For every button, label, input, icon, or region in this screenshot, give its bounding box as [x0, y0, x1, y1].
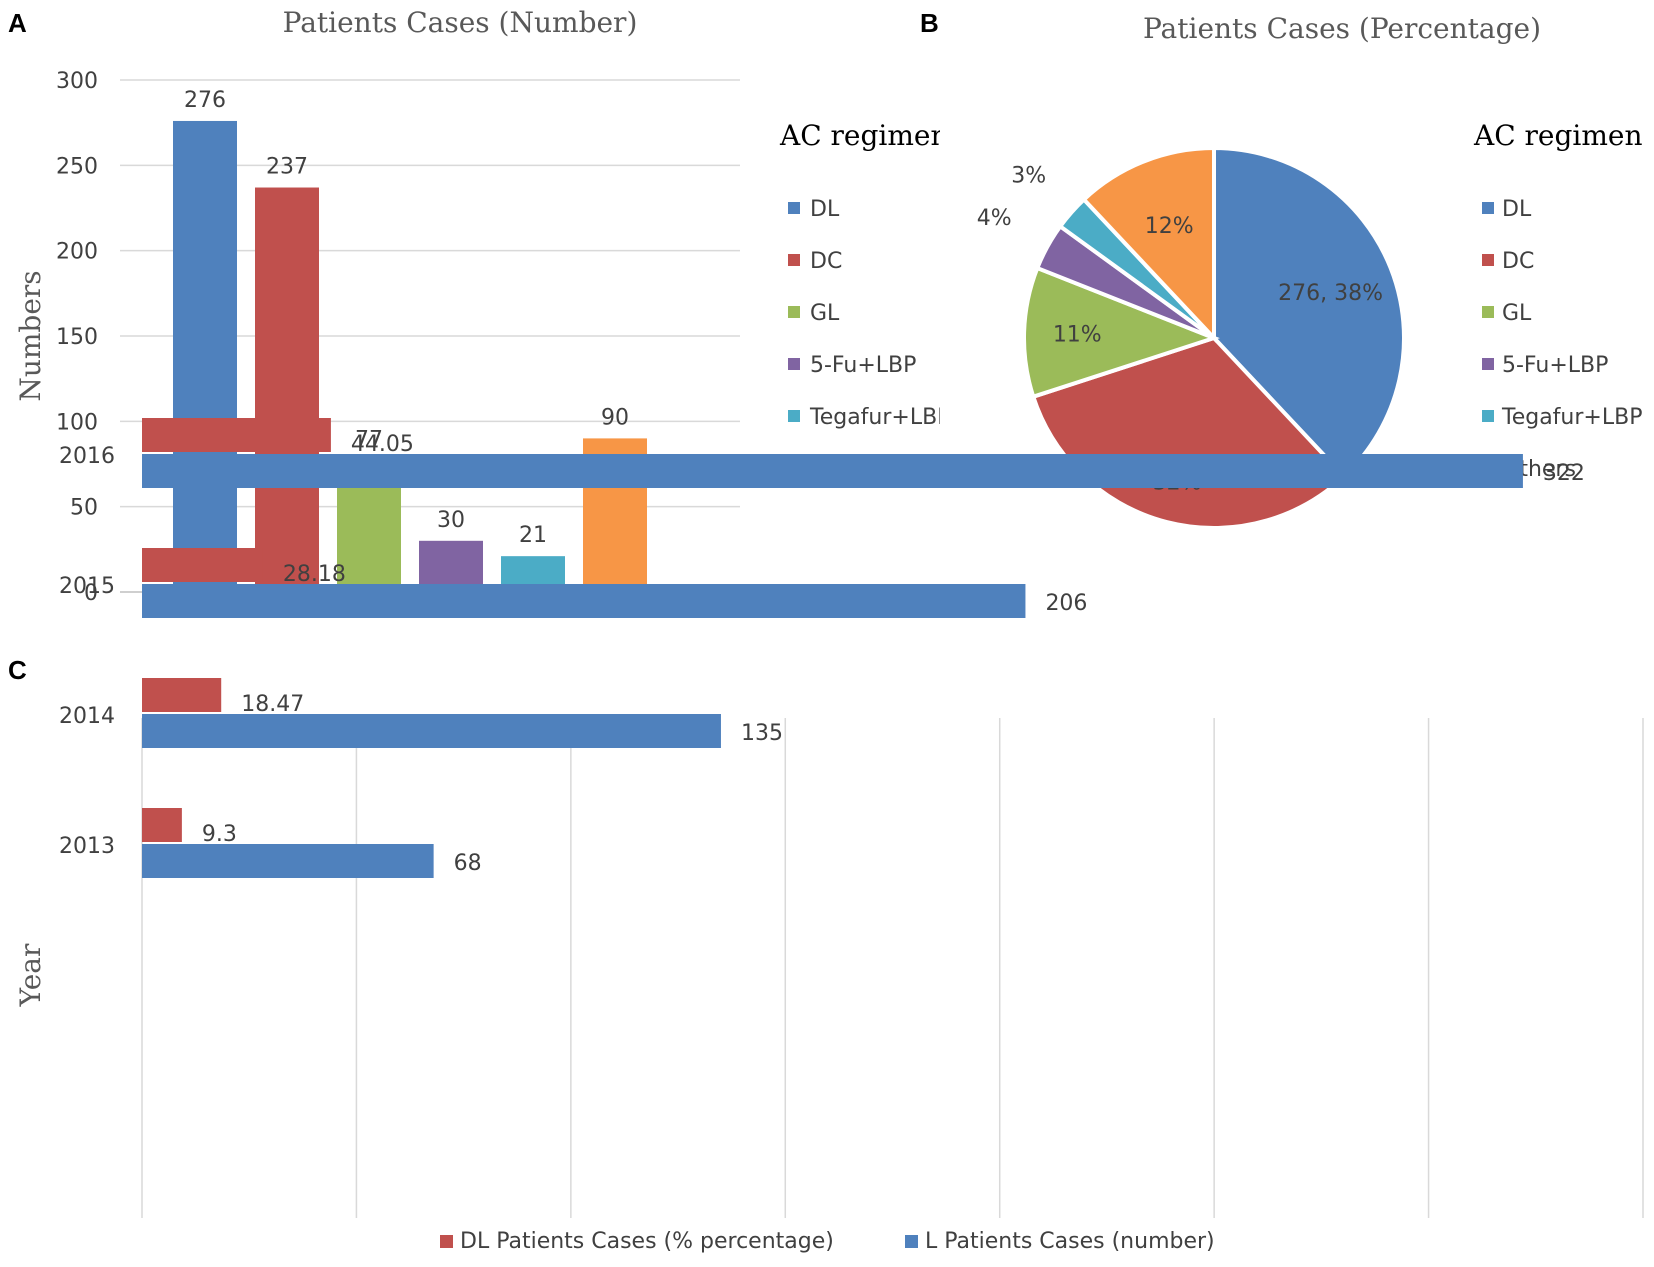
panel-label-b: B: [920, 8, 939, 38]
panel-label-a: A: [8, 8, 27, 38]
legend-swatch-tegafur-lbp: [1482, 410, 1494, 422]
bar-l-patients-cases-number-2016: [142, 454, 1523, 488]
data-label: 18.47: [241, 692, 304, 717]
slice-gl: [1022, 265, 1220, 400]
legend-label-gl: GL: [810, 301, 840, 326]
legend-swatch-dc: [788, 254, 800, 266]
pie-chart-percentage: Patients Cases (Percentage)276, 38%32%11…: [977, 12, 1643, 530]
data-label: 90: [601, 405, 629, 430]
slice-label-tegafur-lbp: 3%: [1011, 164, 1046, 189]
bar-chart-number: Patients Cases (Number) 0 50 100 150 200 250 30…: [14, 6, 940, 606]
y-tick-label: 50: [70, 496, 98, 521]
y-tick-label: 100: [56, 410, 98, 435]
legend-label-5-fu-lbp: 5-Fu+LBP: [810, 353, 916, 378]
bar-dc: [255, 187, 319, 592]
y-tick-label: 200: [56, 240, 98, 265]
legend-swatch-dl: [1482, 202, 1494, 214]
legend-label-5-fu-lbp: 5-Fu+LBP: [1502, 353, 1608, 378]
legend-swatch-dl: [788, 202, 800, 214]
legend-swatch-5-fu-lbp: [1482, 358, 1494, 370]
y-tick-label: 150: [56, 325, 98, 350]
y-tick-label: 0: [84, 581, 98, 606]
legend-label-dc: DC: [1502, 249, 1534, 274]
legend-swatch-l-patients-cases-number: [905, 1235, 918, 1248]
data-label: 135: [741, 721, 783, 746]
slice-others: [1081, 145, 1216, 344]
y-tick-label: 2013: [59, 834, 115, 859]
bar-l-patients-cases-number-2013: [142, 844, 434, 878]
y-axis-title: Year: [14, 943, 47, 1007]
bar-dl-patients-cases-percentage-2015: [142, 548, 263, 582]
bar-dl-patients-cases-percentage-2013: [142, 808, 182, 842]
data-label: 9.3: [202, 822, 237, 847]
legend-label-dl: DL: [810, 197, 840, 222]
bar-dl-patients-cases-percentage-2016: [142, 418, 331, 452]
y-tick-label: 2015: [59, 574, 115, 599]
slice-label-dl: 276, 38%: [1278, 281, 1383, 306]
data-label: 21: [519, 523, 547, 548]
legend-label-tegafur-lbp: Tegafur+LBP: [1501, 405, 1642, 430]
data-label: 77: [355, 428, 383, 453]
bar-5-fu-lbp: [419, 540, 483, 592]
legend-swatch-gl: [1482, 306, 1494, 318]
slice-label-5-fu-lbp: 4%: [977, 206, 1012, 231]
chart-b-title: Patients Cases (Percentage): [1143, 12, 1541, 45]
data-label: 30: [437, 508, 465, 533]
data-label: 322: [1543, 461, 1585, 486]
y-tick-label: 2014: [59, 704, 115, 729]
legend-swatch-tegafur-lbp: [788, 410, 800, 422]
bar-l-patients-cases-number-2015: [142, 584, 1026, 618]
legend-swatch-gl: [788, 306, 800, 318]
y-axis-title: Numbers: [14, 270, 47, 401]
legend-label-dc: DC: [810, 249, 842, 274]
slice-label-others: 12%: [1145, 214, 1194, 239]
data-label: 276: [184, 88, 226, 113]
slice-label-gl: 11%: [1053, 323, 1102, 348]
legend-title: AC regimen: [1473, 119, 1643, 152]
panel-label-c: C: [8, 655, 27, 685]
bar-dl-patients-cases-percentage-2014: [142, 678, 222, 712]
legend-label-gl: GL: [1502, 301, 1532, 326]
data-label: 44.05: [351, 432, 414, 457]
y-tick-label: 250: [56, 154, 98, 179]
legend-swatch-5-fu-lbp: [788, 358, 800, 370]
data-label: 68: [454, 851, 482, 876]
y-tick-label: 300: [56, 69, 98, 94]
data-label: 28.18: [283, 562, 346, 587]
y-tick-label: 2016: [59, 444, 115, 469]
legend-swatch-dl-patients-cases-percentage: [440, 1235, 453, 1248]
legend-label-dl: DL: [1502, 197, 1532, 222]
chart-a-title: Patients Cases (Number): [283, 6, 638, 39]
legend-title: AC regimen: [779, 119, 940, 152]
legend-swatch-dc: [1482, 254, 1494, 266]
data-label: 206: [1045, 591, 1087, 616]
legend-label-l-patients-cases-number: L Patients Cases (number): [925, 1229, 1215, 1254]
data-label: 237: [266, 155, 308, 180]
bar-dl: [173, 120, 237, 593]
bar-l-patients-cases-number-2014: [142, 714, 721, 748]
legend-label-dl-patients-cases-percentage: DL Patients Cases (% percentage): [460, 1229, 834, 1254]
slice-dl: [1212, 145, 1406, 480]
legend-label-tegafur-lbp: Tegafur+LBP: [809, 405, 940, 430]
